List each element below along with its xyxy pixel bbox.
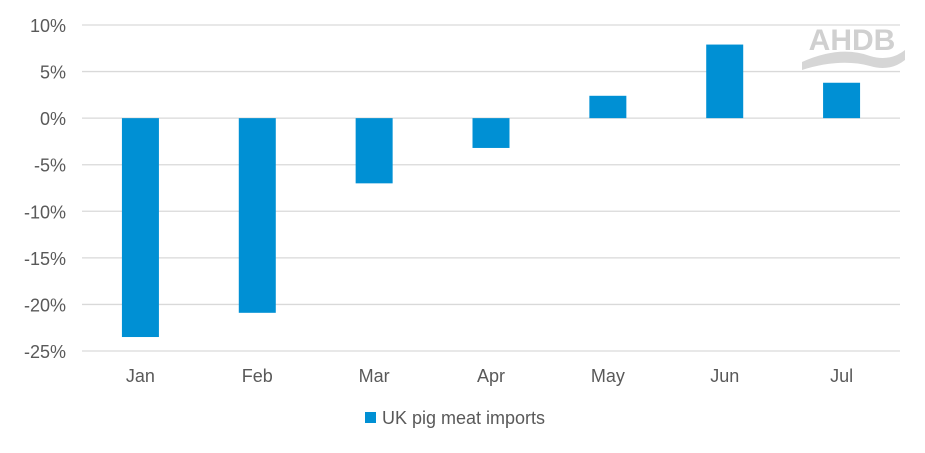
- legend-swatch: [365, 412, 376, 423]
- legend: UK pig meat imports: [365, 408, 545, 428]
- bar-apr: [472, 118, 510, 148]
- y-tick-label: -10%: [24, 202, 66, 222]
- bar-jun: [706, 44, 744, 119]
- logo-text: AHDB: [809, 24, 896, 57]
- x-tick-label: Apr: [477, 366, 505, 386]
- y-tick-label: -15%: [24, 249, 66, 269]
- x-tick-label: May: [591, 366, 625, 386]
- logo-wave: [802, 50, 905, 70]
- bar-may: [589, 95, 627, 119]
- y-tick-label: -5%: [34, 156, 66, 176]
- y-tick-label: 0%: [40, 109, 66, 129]
- x-tick-label: Jul: [830, 366, 853, 386]
- y-tick-label: -20%: [24, 295, 66, 315]
- ahdb-logo: AHDB: [802, 24, 905, 70]
- bar-feb: [238, 118, 276, 313]
- bar-jan: [121, 118, 159, 338]
- x-tick-label: Jan: [126, 366, 155, 386]
- bar-jul: [823, 82, 861, 119]
- y-tick-label: 5%: [40, 63, 66, 83]
- x-tick-label: Mar: [359, 366, 390, 386]
- y-tick-label: -25%: [24, 342, 66, 362]
- x-tick-label: Feb: [242, 366, 273, 386]
- y-tick-label: 10%: [30, 16, 66, 36]
- bar-mar: [355, 118, 393, 184]
- x-tick-label: Jun: [710, 366, 739, 386]
- legend-label: UK pig meat imports: [382, 408, 545, 428]
